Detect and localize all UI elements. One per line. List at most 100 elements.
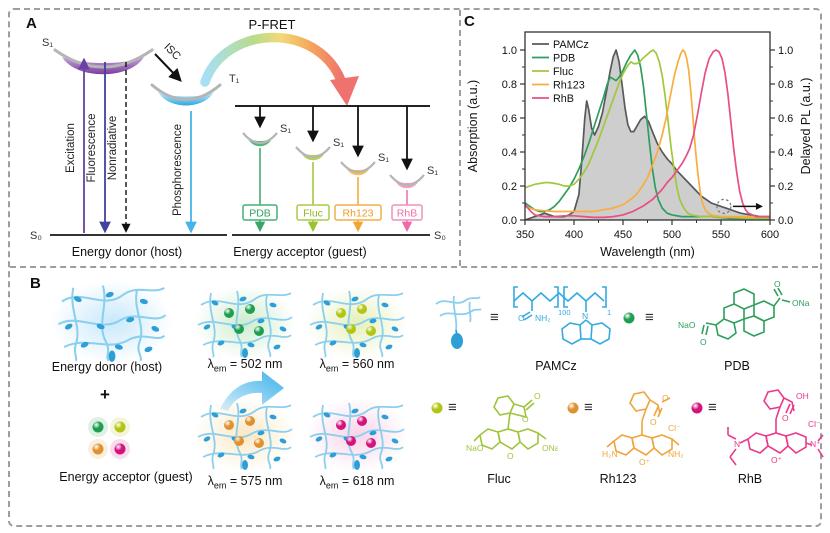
- fluorescence-label: Fluorescence: [86, 113, 98, 182]
- svg-text:NH₂: NH₂: [535, 313, 551, 323]
- svg-text:NaO: NaO: [678, 320, 696, 330]
- svg-text:O: O: [662, 393, 669, 403]
- pfret-arrowhead: [330, 76, 359, 106]
- combine-arrow: [220, 371, 284, 411]
- svg-text:0.8: 0.8: [778, 79, 793, 91]
- svg-text:NH₂: NH₂: [668, 449, 684, 459]
- emission-575: λem = 575 nm: [207, 474, 283, 491]
- donor-caption: Energy donor (host): [51, 360, 163, 374]
- emission-560: λem = 560 nm: [319, 357, 395, 374]
- equiv-sign: ≡: [448, 399, 457, 416]
- svg-text:O⁺: O⁺: [639, 457, 651, 467]
- pamcz-motif-icon: [435, 295, 482, 349]
- svg-text:1: 1: [607, 308, 611, 317]
- svg-text:O: O: [522, 414, 529, 424]
- rh123-name: Rh123: [599, 472, 637, 486]
- svg-text:N: N: [734, 439, 740, 449]
- pdb-name: PDB: [724, 359, 750, 373]
- svg-text:ONa: ONa: [792, 298, 810, 308]
- svg-text:0.2: 0.2: [502, 181, 517, 193]
- panel-c-label: C: [464, 13, 475, 30]
- svg-text:0.4: 0.4: [502, 147, 517, 159]
- fluc-dot-icon: [431, 402, 443, 414]
- acceptor-caption: Energy acceptor (guest): [233, 245, 366, 259]
- svg-text:550: 550: [712, 229, 730, 241]
- svg-text:ONa: ONa: [542, 443, 558, 453]
- donor-network: [57, 285, 167, 362]
- svg-text:400: 400: [565, 229, 583, 241]
- guest-box-rh123: Rh123: [343, 208, 374, 220]
- svg-text:N: N: [582, 311, 588, 321]
- svg-text:450: 450: [614, 229, 632, 241]
- nonradiative-label: Nonradiative: [107, 116, 119, 181]
- acceptor-guests: S₁ S₁ S₁ S₁ PDB Fluc Rh123 RhB: [242, 106, 438, 233]
- svg-text:N⁺: N⁺: [810, 439, 821, 449]
- donor-s0-label: S₀: [30, 230, 42, 242]
- svg-text:H₂N: H₂N: [602, 449, 618, 459]
- donor-s1-label: S₁: [42, 37, 53, 49]
- svg-text:O: O: [518, 313, 525, 323]
- plus-sign: +: [100, 385, 110, 404]
- t1-label: T₁: [229, 73, 240, 85]
- emission-502: λem = 502 nm: [207, 357, 283, 374]
- guest-s1-label: S₁: [427, 165, 438, 177]
- svg-text:O: O: [782, 413, 789, 423]
- panel-a-label: A: [26, 15, 37, 32]
- rhb-name: RhB: [737, 472, 763, 486]
- equiv-sign: ≡: [645, 309, 654, 326]
- pfret-arrow-arc: [200, 32, 348, 91]
- figure-border: [8, 8, 822, 527]
- svg-text:O: O: [534, 391, 541, 401]
- panel-divider-vertical: [459, 10, 461, 266]
- svg-text:500: 500: [663, 229, 681, 241]
- pdb-dot-icon: [623, 312, 635, 324]
- pendant-drop: [451, 333, 463, 349]
- equiv-sign: ≡: [708, 399, 717, 416]
- panel-b-label: B: [30, 275, 41, 292]
- svg-text:600: 600: [761, 229, 779, 241]
- guest-box-rhb: RhB: [397, 208, 417, 220]
- svg-text:Absorption (a.u.): Absorption (a.u.): [466, 80, 480, 172]
- svg-text:Rh123: Rh123: [553, 79, 585, 91]
- svg-text:100: 100: [558, 308, 571, 317]
- pamcz-structure: O NH₂ N 100 1: [513, 286, 611, 345]
- svg-text:0.0: 0.0: [502, 215, 517, 227]
- pamcz-name: PAMCz: [535, 359, 577, 373]
- svg-text:350: 350: [516, 229, 534, 241]
- svg-text:0.6: 0.6: [502, 113, 517, 125]
- svg-text:O: O: [774, 281, 781, 289]
- svg-text:Delayed PL (a.u.): Delayed PL (a.u.): [799, 78, 813, 175]
- svg-text:O: O: [700, 337, 707, 347]
- svg-text:0.2: 0.2: [778, 181, 793, 193]
- t1-well: [150, 83, 222, 101]
- svg-text:0.4: 0.4: [778, 147, 793, 159]
- guest-dots: [88, 417, 130, 459]
- doped-network-rhb: [307, 399, 407, 471]
- svg-text:Cl⁻: Cl⁻: [668, 423, 681, 433]
- pfret-label: P-FRET: [249, 17, 296, 32]
- svg-text:OH: OH: [796, 391, 809, 401]
- rh123-structure: H₂N NH₂ O⁺ O O Cl⁻: [602, 391, 684, 467]
- excitation-label: Excitation: [65, 123, 77, 173]
- guest-caption: Energy acceptor (guest): [59, 470, 193, 484]
- equiv-sign: ≡: [490, 309, 499, 326]
- acceptor-s0-label: S₀: [434, 230, 446, 242]
- rhb-dot-icon: [691, 402, 703, 414]
- svg-text:1.0: 1.0: [502, 45, 517, 57]
- rhb-structure: N N⁺ O⁺ OH O Cl⁻: [727, 389, 824, 466]
- phosphorescence-label: Phosphorescence: [172, 124, 184, 216]
- svg-text:O: O: [650, 417, 657, 427]
- rh123-dot-icon: [567, 402, 579, 414]
- guest-box-pdb: PDB: [249, 208, 271, 220]
- guest-s1-label: S₁: [333, 137, 344, 149]
- pdb-structure: NaO O O ONa: [678, 281, 810, 347]
- donor-s1-well: [53, 48, 154, 69]
- guest-box-fluc: Fluc: [303, 208, 323, 220]
- svg-text:Wavelength (nm): Wavelength (nm): [600, 245, 695, 259]
- fluc-name: Fluc: [487, 472, 511, 486]
- spectral-overlap-chart: 350 400 450 500 550 600 0.0 0.0 0.2 0.2 0.4 0.4 0.6 0…: [466, 31, 813, 259]
- panel-a-energy-diagram: P-FRET S₁ Excitation Fluorescence Nonrad…: [30, 17, 446, 259]
- donor-caption: Energy donor (host): [72, 245, 182, 259]
- fluc-structure: NaO ONa O O O: [466, 391, 558, 461]
